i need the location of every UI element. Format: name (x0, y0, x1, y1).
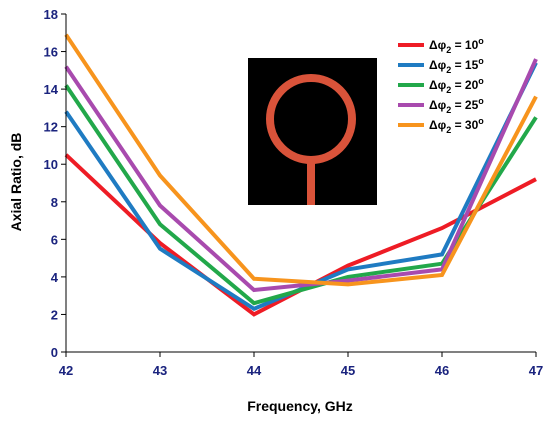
legend-label-1: Δφ2 = 10o (429, 36, 484, 55)
antenna-inset-image (248, 58, 377, 205)
y-tick-label: 12 (44, 120, 58, 135)
y-tick-label: 18 (44, 7, 58, 22)
legend-label-5: Δφ2 = 30o (429, 116, 484, 135)
y-tick-label: 0 (51, 345, 58, 360)
legend-label-3: Δφ2 = 20o (429, 76, 484, 95)
series-line-3 (64, 84, 538, 306)
x-tick-label: 43 (153, 363, 167, 378)
series-line-5 (64, 33, 538, 287)
x-axis-title: Frequency, GHz (247, 398, 353, 414)
y-tick-label: 6 (51, 232, 58, 247)
legend-label-2: Δφ2 = 15o (429, 56, 484, 75)
x-tick-label: 44 (247, 363, 262, 378)
series-layer (64, 33, 538, 317)
x-tick-label: 42 (59, 363, 73, 378)
y-tick-label: 16 (44, 45, 58, 60)
y-tick-label: 10 (44, 157, 58, 172)
y-tick-label: 4 (51, 270, 59, 285)
y-tick-label: 2 (51, 307, 58, 322)
y-tick-label: 8 (51, 195, 58, 210)
x-tick-label: 45 (341, 363, 355, 378)
feed-line (307, 158, 315, 205)
y-tick-label: 14 (44, 82, 59, 97)
x-tick-label: 46 (435, 363, 449, 378)
y-axis-title: Axial Ratio, dB (8, 133, 24, 232)
x-tick-label: 47 (529, 363, 543, 378)
series-line-4 (64, 58, 538, 293)
legend-label-4: Δφ2 = 25o (429, 96, 484, 115)
